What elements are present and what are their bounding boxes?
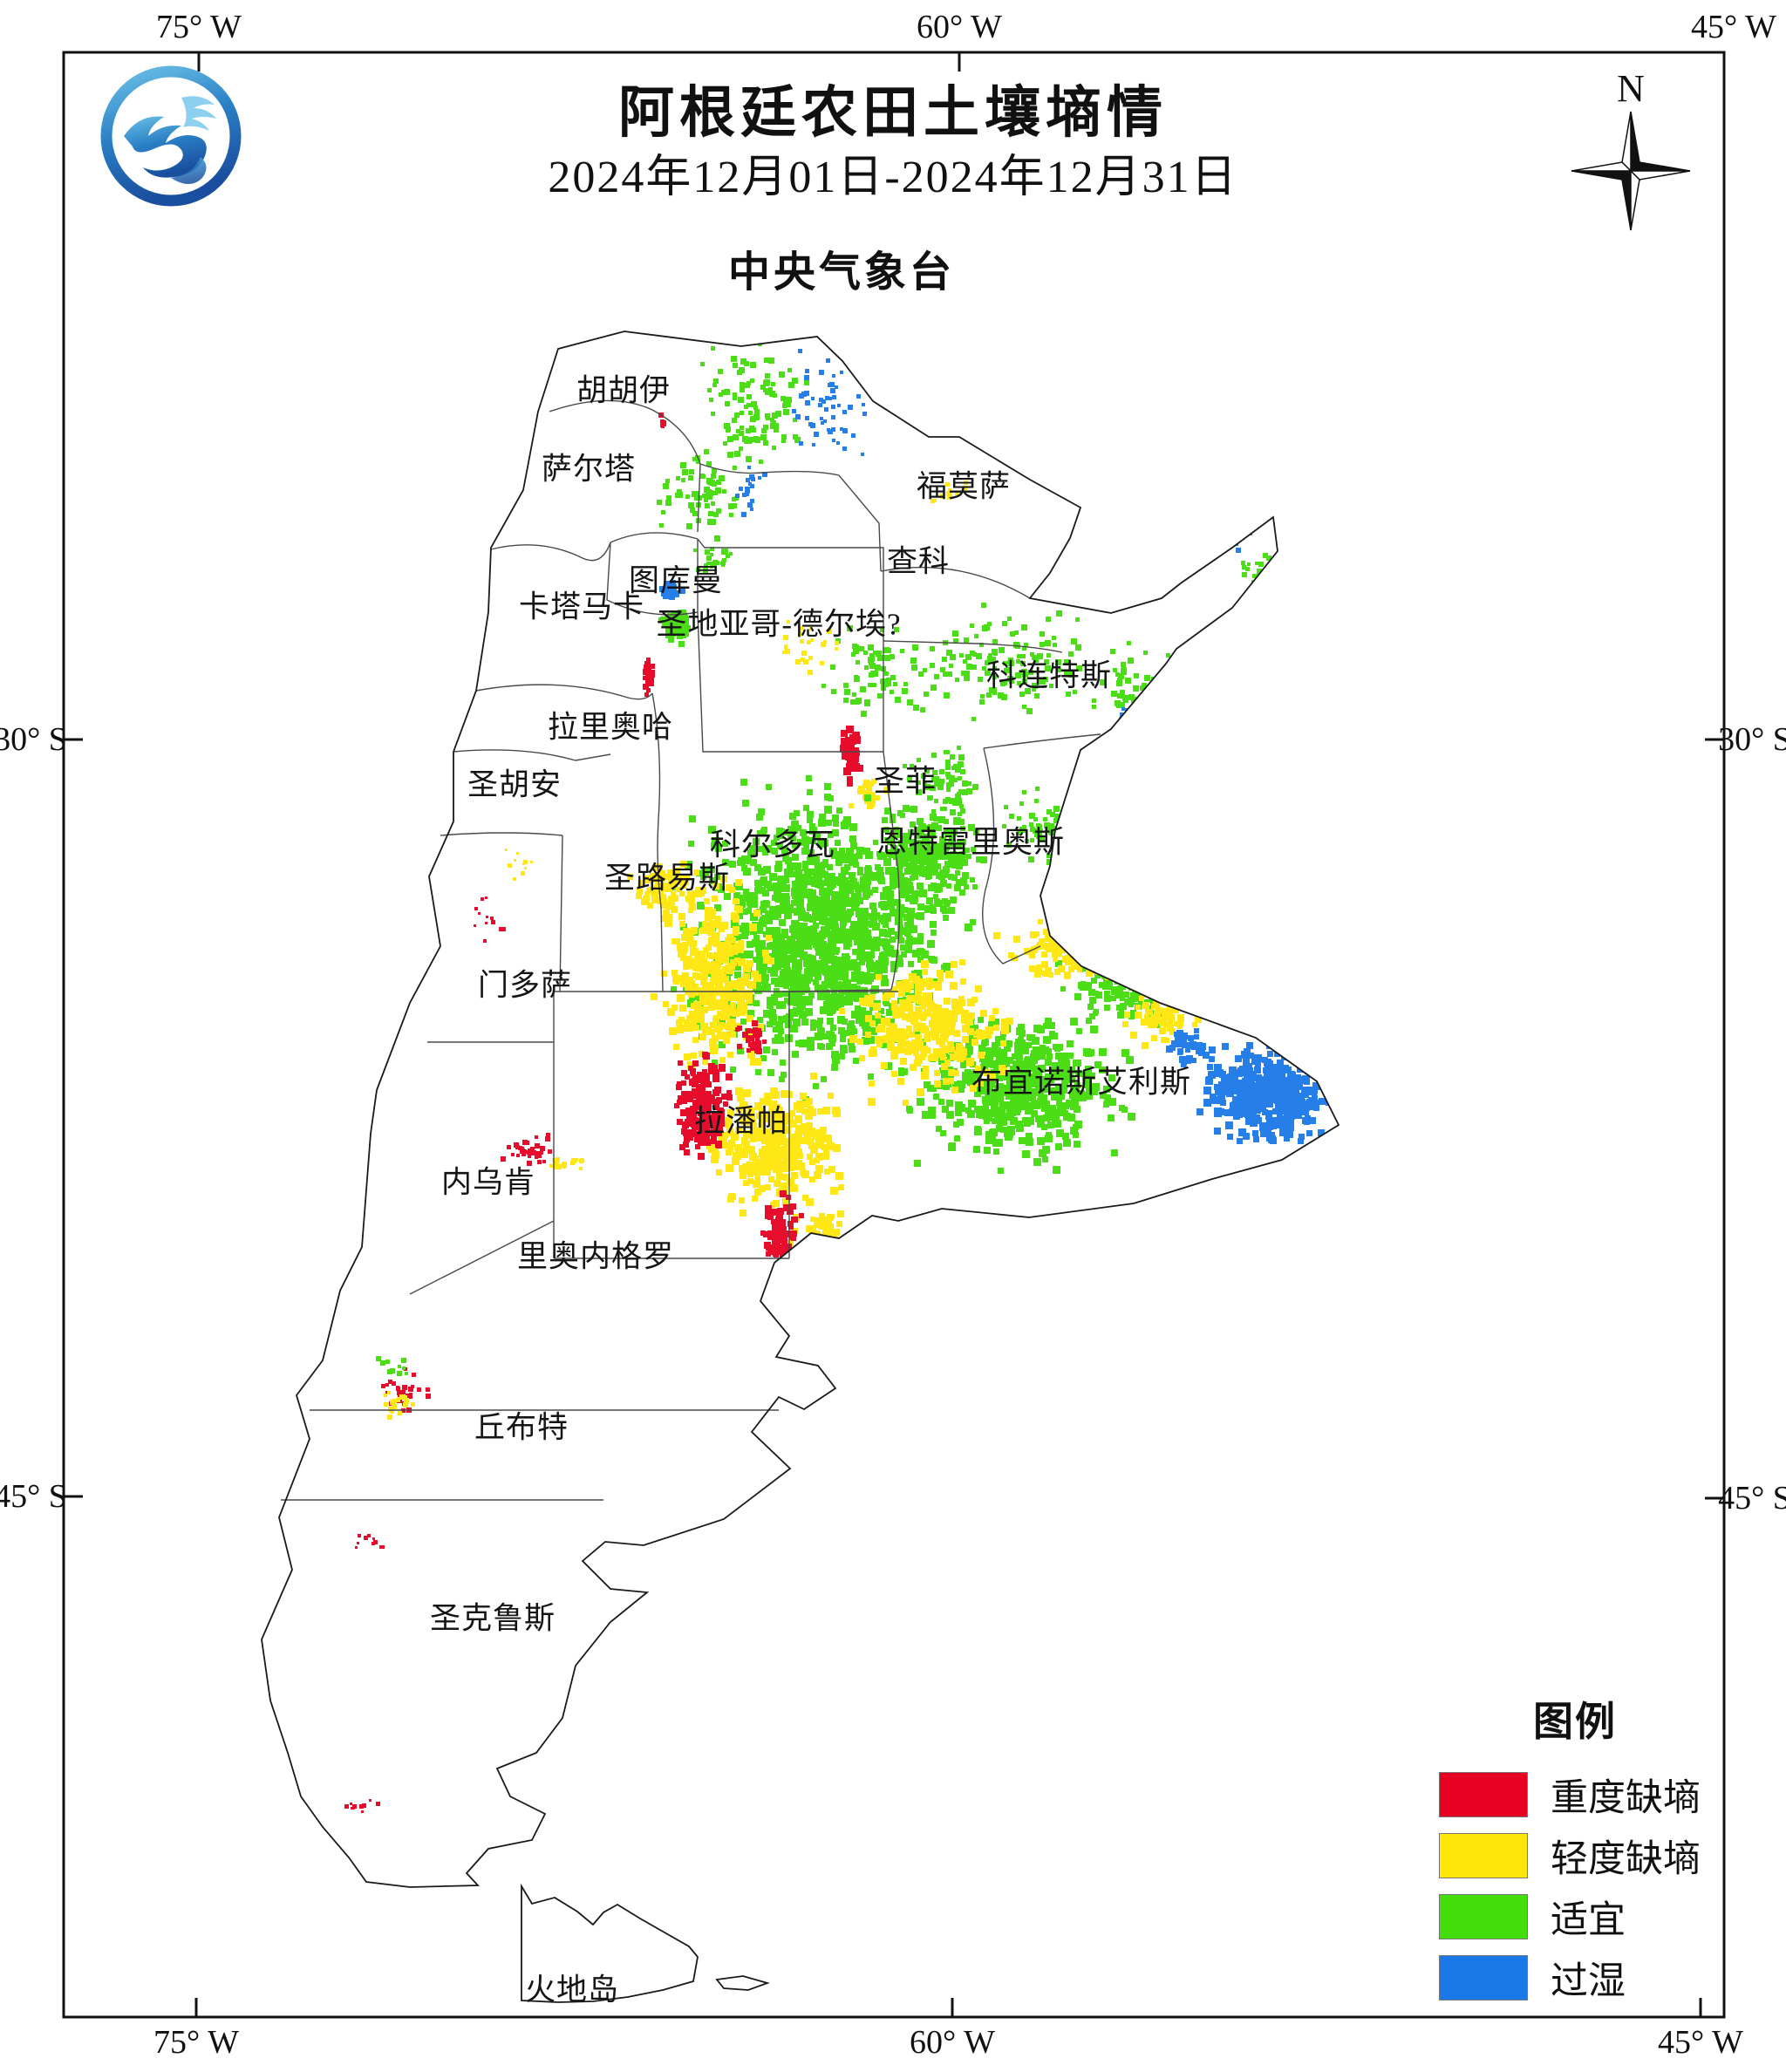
legend-item-suitable: 适宜 bbox=[1439, 1894, 1753, 1941]
compass-north-letter: N bbox=[1617, 67, 1645, 110]
suitable-swatch bbox=[1439, 1894, 1528, 1939]
legend-item-severe-deficit: 重度缺墒 bbox=[1439, 1772, 1753, 1819]
tick-label-bottom: 45° W bbox=[1658, 2024, 1743, 2061]
meteorological-logo bbox=[100, 65, 242, 207]
province-label: 图库曼 bbox=[628, 563, 724, 598]
tick-label-right: 45° S bbox=[1718, 1480, 1786, 1517]
graticule-ticks bbox=[64, 52, 1726, 2017]
province-label: 圣胡安 bbox=[467, 767, 562, 802]
province-label: 拉里奥哈 bbox=[547, 710, 674, 745]
province-label: 布宜诺斯艾利斯 bbox=[971, 1065, 1192, 1100]
tick-label-left: 30° S bbox=[0, 721, 67, 758]
province-borders bbox=[281, 399, 1101, 1501]
legend-label: 重度缺墒 bbox=[1551, 1778, 1701, 1819]
province-label: 科连特斯 bbox=[985, 658, 1113, 693]
province-label: 丘布特 bbox=[474, 1410, 569, 1445]
tick-label-top: 60° W bbox=[917, 9, 1002, 45]
tick-label-top: 45° W bbox=[1691, 9, 1776, 45]
province-label: 萨尔塔 bbox=[541, 452, 637, 487]
legend-label: 过湿 bbox=[1551, 1961, 1626, 2002]
province-label: 圣菲 bbox=[873, 764, 937, 799]
legend-title: 图例 bbox=[1533, 1700, 1617, 1744]
province-label: 圣地亚哥-德尔埃? bbox=[656, 607, 902, 642]
province-label: 火地岛 bbox=[524, 1973, 620, 2007]
mild-deficit-swatch bbox=[1439, 1833, 1528, 1878]
province-label: 恩特雷里奥斯 bbox=[876, 825, 1066, 860]
legend: 图例 重度缺墒 轻度缺墒 适宜 过湿 bbox=[1439, 1690, 1753, 2016]
tick-label-left: 45° S bbox=[0, 1478, 67, 1515]
province-label: 胡胡伊 bbox=[576, 373, 671, 408]
legend-item-mild-deficit: 轻度缺墒 bbox=[1439, 1833, 1753, 1880]
too-wet-swatch bbox=[1439, 1955, 1528, 2000]
tick-label-top: 75° W bbox=[156, 9, 242, 45]
country-outline bbox=[261, 331, 1340, 2003]
tick-label-bottom: 75° W bbox=[153, 2024, 239, 2061]
province-label: 福莫萨 bbox=[916, 469, 1012, 504]
province-label: 门多萨 bbox=[477, 968, 573, 1003]
province-label: 科尔多瓦 bbox=[709, 828, 836, 862]
severe-deficit-swatch bbox=[1439, 1772, 1528, 1817]
legend-item-too-wet: 过湿 bbox=[1439, 1955, 1753, 2002]
legend-label: 轻度缺墒 bbox=[1551, 1839, 1701, 1880]
province-label: 拉潘帕 bbox=[693, 1104, 789, 1139]
province-label: 圣克鲁斯 bbox=[429, 1601, 556, 1636]
province-label: 内乌肯 bbox=[440, 1165, 536, 1200]
province-label: 圣路易斯 bbox=[603, 861, 731, 896]
legend-label: 适宜 bbox=[1551, 1900, 1626, 1941]
province-label: 查科 bbox=[886, 544, 951, 579]
tick-label-bottom: 60° W bbox=[910, 2024, 995, 2061]
province-label: 里奥内格罗 bbox=[516, 1239, 675, 1274]
north-arrow-compass: N bbox=[1571, 67, 1691, 231]
tick-label-right: 30° S bbox=[1718, 721, 1786, 758]
province-label: 卡塔马卡 bbox=[518, 590, 645, 624]
